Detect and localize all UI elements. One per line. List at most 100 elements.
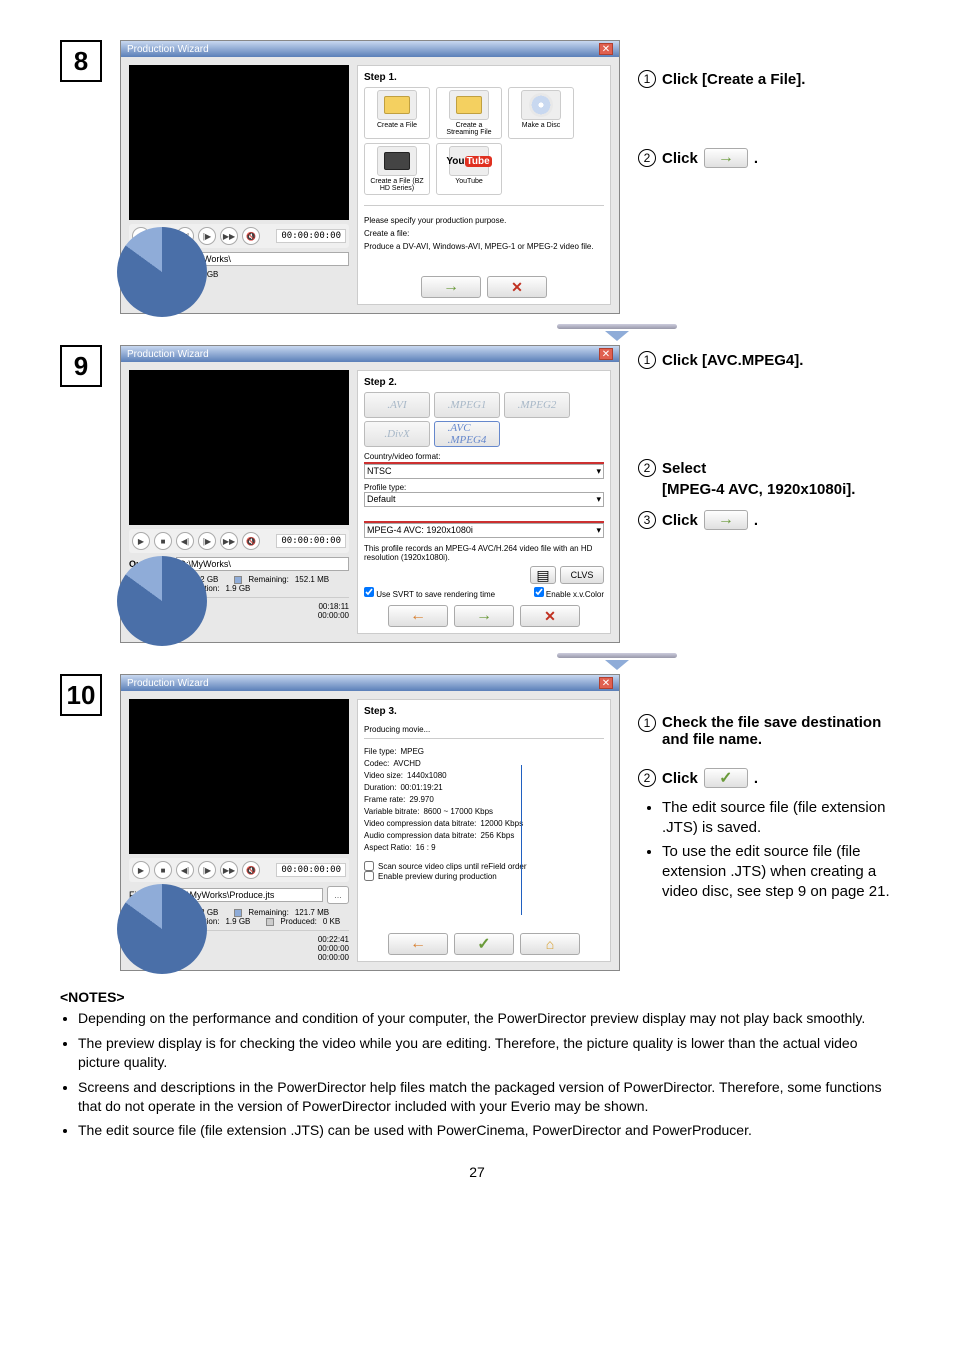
play-icon[interactable]: ▶ [132,861,150,879]
output-path-input[interactable] [176,557,349,571]
preview-checkbox[interactable] [364,871,374,881]
ffwd-icon[interactable]: ▶▶ [220,861,238,879]
tile-yt-label: YouTube [455,178,483,185]
codec-mpeg2[interactable]: .MPEG2 [504,392,570,418]
tile-bzhd[interactable]: Create a File (BZ HD Series) [364,143,430,195]
ffwd-icon[interactable]: ▶▶ [220,532,238,550]
instr-10-1-text: Check the file save destination and file… [662,714,894,748]
connector-9-10 [340,653,894,670]
stop-icon[interactable]: ■ [154,861,172,879]
close-icon[interactable]: ✕ [599,677,613,689]
home-button[interactable]: ⌂ [520,933,580,955]
step-10-number: 10 [60,674,102,716]
instr-8-2-text-b: . [754,150,758,167]
wizard-10: Production Wizard ✕ ▶ ■ ◀| |▶ ▶▶ 🔇 00:00… [120,674,620,971]
codec-divx[interactable]: .DivX [364,421,430,447]
country-dropdown[interactable]: NTSC▾ [364,464,604,479]
svrt-checkbox[interactable] [364,587,374,597]
tile-create-file[interactable]: Create a File [364,87,430,139]
remain-swatch [234,576,242,584]
details-button[interactable]: ▤ [530,566,556,584]
remain-swatch [234,909,242,917]
est-val: 00:00:00 [318,944,349,953]
prev-frame-icon[interactable]: ◀| [176,532,194,550]
next-frame-icon[interactable]: |▶ [198,861,216,879]
cancel-button[interactable]: ✕ [487,276,547,298]
back-button[interactable]: ← [388,605,448,627]
next-button[interactable]: → [454,605,514,627]
step2-label: Step 2. [364,377,604,388]
remaining-val: 121.7 MB [295,908,329,917]
next-button[interactable]: → [421,276,481,298]
stop-icon[interactable]: ■ [154,532,172,550]
clvs-button[interactable]: CLVS [560,566,604,584]
wizard-10-title: Production Wizard [127,678,209,689]
l2a: Codec: [364,759,389,768]
l9a: Aspect Ratio: [364,843,412,852]
circ-2-icon: 2 [638,149,656,167]
mute-icon[interactable]: 🔇 [242,227,260,245]
tile-row-1: Create a File Create a Streaming File Ma… [364,87,604,139]
produced-val: 0 KB [323,917,340,926]
close-icon[interactable]: ✕ [599,43,613,55]
xvcolor-label: Enable x.v.Color [546,590,604,599]
prev-frame-icon[interactable]: ◀| [176,861,194,879]
mute-icon[interactable]: 🔇 [242,532,260,550]
x-icon: ✕ [544,608,556,625]
notes-list: Depending on the performance and conditi… [60,1009,894,1140]
next-frame-icon[interactable]: |▶ [198,227,216,245]
tile-disc[interactable]: Make a Disc [508,87,574,139]
wizard-10-footer: ← ✓ ⌂ [364,927,604,955]
xvcolor-checkbox[interactable] [534,587,544,597]
instr-8-2: 2 Click → . [638,148,894,168]
connector-triangle-icon [605,660,629,670]
profile-dropdown[interactable]: Default▾ [364,492,604,507]
home-icon: ⌂ [546,936,554,952]
codec-row-2: .DivX .AVC.MPEG4 [364,421,604,447]
remaining-label: Remaining: [248,908,288,917]
profile-label: Profile type: [364,483,604,492]
wizard-8-right: Step 1. Create a File Create a Streaming… [357,65,611,305]
close-icon[interactable]: ✕ [599,348,613,360]
l1b: MPEG [400,747,424,756]
est-val: 00:00:00 [318,611,349,620]
codec-avc-mpeg4[interactable]: .AVC.MPEG4 [434,421,500,447]
codec-mpeg1[interactable]: .MPEG1 [434,392,500,418]
l8a: Audio compression data bitrate: [364,831,477,840]
play-icon[interactable]: ▶ [132,532,150,550]
note-2: The preview display is for checking the … [78,1034,894,1072]
filename-input[interactable] [175,888,323,902]
instr-9-3b: . [754,512,758,529]
scan-checkbox[interactable] [364,861,374,871]
codec-avi[interactable]: .AVI [364,392,430,418]
step1-label: Step 1. [364,72,604,83]
quality-dropdown[interactable]: MPEG-4 AVC: 1920x1080i▾ [364,523,604,538]
connector-bar [557,324,677,329]
wizard-8-titlebar: Production Wizard ✕ [121,41,619,57]
tile-youtube[interactable]: YouTubeYouTube [436,143,502,195]
tile-streaming[interactable]: Create a Streaming File [436,87,502,139]
next-frame-icon[interactable]: |▶ [198,532,216,550]
circ-1-icon: 1 [638,714,656,732]
l7a: Video compression data bitrate: [364,819,476,828]
circ-1-icon: 1 [638,70,656,88]
connector-triangle-icon [605,331,629,341]
browse-button[interactable]: … [327,886,349,904]
l6b: 8600 ~ 17000 Kbps [423,807,493,816]
cancel-button[interactable]: ✕ [520,605,580,627]
next-button-icon: → [704,510,748,530]
create-file-head: Create a file: [364,229,604,238]
preview-label: Enable preview during production [378,872,497,881]
free-after-val: 1.9 GB [225,584,250,593]
instr-9-1: 1 Click [AVC.MPEG4]. [638,351,894,369]
step-10-bullets: The edit source file (file extension .JT… [662,798,894,902]
instr-9-2a: Select [662,460,706,477]
back-button[interactable]: ← [388,933,448,955]
l6a: Variable bitrate: [364,807,419,816]
circ-2-icon: 2 [638,459,656,477]
ffwd-icon[interactable]: ▶▶ [220,227,238,245]
producing: Producing movie... [364,725,604,734]
mute-icon[interactable]: 🔇 [242,861,260,879]
preview-pane [129,65,349,220]
ok-button[interactable]: ✓ [454,933,514,955]
